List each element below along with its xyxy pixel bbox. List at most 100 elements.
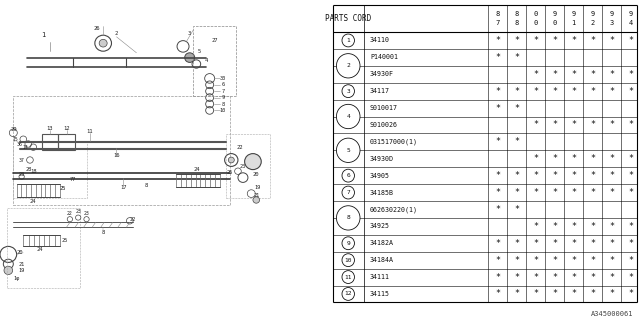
Text: 21: 21 [19, 261, 25, 267]
Text: 10: 10 [344, 258, 352, 263]
Text: 34185B: 34185B [370, 189, 394, 196]
Text: 0: 0 [533, 20, 538, 26]
Circle shape [342, 169, 355, 182]
Text: 21: 21 [253, 193, 259, 198]
Text: *: * [571, 290, 576, 299]
Text: *: * [495, 256, 500, 265]
Text: 9: 9 [552, 11, 557, 17]
Text: 10: 10 [220, 108, 226, 113]
Text: *: * [571, 87, 576, 96]
Text: 23: 23 [84, 211, 90, 216]
Text: 30: 30 [220, 76, 226, 81]
Text: *: * [609, 273, 614, 282]
Text: 19: 19 [255, 185, 261, 190]
Text: *: * [495, 87, 500, 96]
Circle shape [99, 39, 107, 47]
Text: *: * [609, 239, 614, 248]
Text: P140001: P140001 [370, 54, 398, 60]
Text: *: * [571, 171, 576, 180]
Text: *: * [495, 171, 500, 180]
Text: 3: 3 [188, 31, 191, 36]
Text: A345000061: A345000061 [591, 311, 634, 317]
Text: *: * [590, 290, 595, 299]
Text: *: * [533, 70, 538, 79]
Bar [193, 26, 236, 96]
Text: *: * [628, 256, 633, 265]
Text: 9: 9 [221, 95, 225, 100]
Text: 29: 29 [10, 127, 17, 132]
Text: *: * [495, 36, 500, 45]
Bar [13, 96, 230, 205]
Circle shape [342, 271, 355, 284]
Text: 8: 8 [515, 20, 518, 26]
Text: 34905: 34905 [370, 173, 390, 179]
Circle shape [185, 53, 195, 62]
Text: *: * [533, 290, 538, 299]
Text: *: * [590, 222, 595, 231]
Text: *: * [495, 137, 500, 146]
Text: 8: 8 [495, 11, 500, 17]
Circle shape [337, 138, 360, 163]
Text: *: * [609, 87, 614, 96]
Text: *: * [514, 205, 519, 214]
Text: *: * [533, 188, 538, 197]
Text: 20: 20 [253, 172, 259, 177]
Text: *: * [571, 120, 576, 130]
Text: *: * [495, 239, 500, 248]
Text: *: * [533, 154, 538, 163]
Text: 22: 22 [236, 145, 243, 150]
Text: *: * [571, 188, 576, 197]
Text: *: * [609, 154, 614, 163]
Text: 37: 37 [19, 157, 24, 163]
Text: 34110: 34110 [370, 37, 390, 44]
Text: 9: 9 [572, 11, 575, 17]
Text: 5: 5 [198, 49, 202, 54]
Text: *: * [590, 171, 595, 180]
Text: 8: 8 [221, 101, 225, 107]
Text: *: * [590, 239, 595, 248]
Bar [6, 208, 80, 288]
Text: 8: 8 [515, 11, 518, 17]
Circle shape [342, 85, 355, 98]
Text: 7: 7 [221, 89, 225, 94]
Circle shape [337, 206, 360, 230]
Text: *: * [609, 36, 614, 45]
Text: *: * [590, 256, 595, 265]
Text: *: * [533, 239, 538, 248]
Text: *: * [628, 154, 633, 163]
Text: *: * [590, 154, 595, 163]
Text: *: * [514, 188, 519, 197]
Text: 34925: 34925 [370, 223, 390, 229]
Text: *: * [552, 154, 557, 163]
Text: 34184A: 34184A [370, 257, 394, 263]
Text: 2: 2 [590, 20, 595, 26]
Text: *: * [628, 36, 633, 45]
Text: 1: 1 [572, 20, 575, 26]
Text: *: * [571, 239, 576, 248]
Text: *: * [533, 256, 538, 265]
Text: 1φ: 1φ [13, 276, 20, 281]
Text: 22: 22 [67, 211, 73, 216]
Text: *: * [628, 273, 633, 282]
Text: *: * [533, 36, 538, 45]
Text: *: * [609, 70, 614, 79]
Text: 11: 11 [344, 275, 352, 280]
Text: *: * [628, 171, 633, 180]
Text: *: * [552, 290, 557, 299]
Circle shape [342, 186, 355, 199]
Text: *: * [514, 87, 519, 96]
Text: 12: 12 [63, 125, 70, 131]
Text: *: * [628, 222, 633, 231]
Text: 8: 8 [145, 183, 148, 188]
Circle shape [4, 266, 13, 275]
Text: *: * [514, 239, 519, 248]
Text: 9: 9 [590, 11, 595, 17]
Text: 34930F: 34930F [370, 71, 394, 77]
Circle shape [228, 157, 234, 163]
Text: 27: 27 [211, 37, 218, 43]
Text: 14: 14 [22, 145, 28, 150]
Text: 25: 25 [62, 237, 68, 243]
Text: 28: 28 [25, 167, 31, 172]
Circle shape [253, 197, 260, 203]
Text: 34115: 34115 [370, 291, 390, 297]
